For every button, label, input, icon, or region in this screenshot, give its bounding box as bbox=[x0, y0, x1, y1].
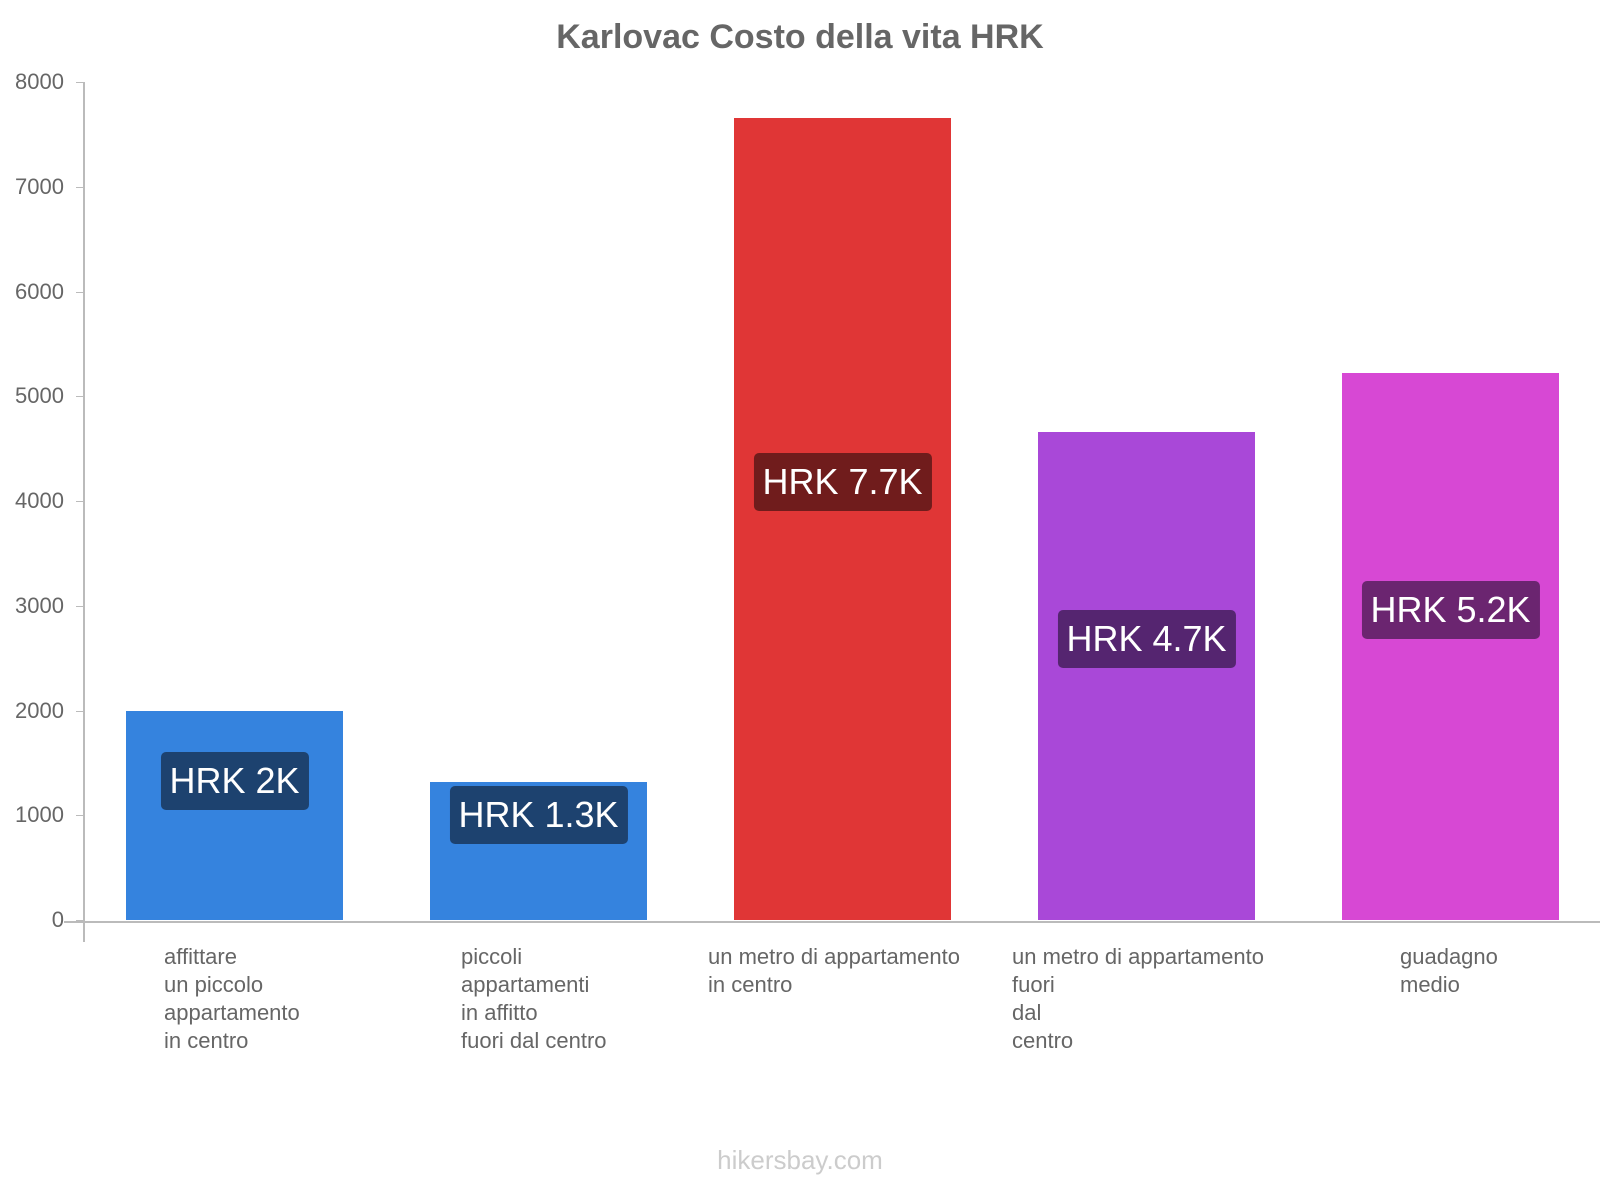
y-tick-label: 8000 bbox=[15, 69, 64, 94]
y-tick-label: 1000 bbox=[15, 802, 64, 828]
y-tick-mark bbox=[76, 82, 84, 83]
y-tick-mark bbox=[76, 291, 84, 293]
x-axis-line bbox=[64, 921, 1600, 923]
x-category-label: un metro di appartamento fuori dal centr… bbox=[1012, 944, 1264, 1053]
bar[interactable] bbox=[734, 117, 951, 920]
x-category-label: guadagno medio bbox=[1400, 944, 1498, 997]
bar-value-label: HRK 7.7K bbox=[753, 453, 932, 511]
y-tick-mark bbox=[76, 501, 84, 502]
y-tick-mark bbox=[76, 710, 84, 712]
y-tick-label: 2000 bbox=[15, 697, 64, 723]
bar-value-label: HRK 1.3K bbox=[449, 786, 628, 844]
bar[interactable] bbox=[1038, 432, 1255, 920]
bar-value-label: HRK 2K bbox=[160, 752, 309, 810]
y-tick-label: 6000 bbox=[15, 278, 64, 304]
y-tick-mark bbox=[76, 815, 84, 817]
y-axis-line bbox=[83, 82, 85, 942]
y-tick-label: 0 bbox=[51, 907, 64, 932]
x-category-label: affittare un piccolo appartamento in cen… bbox=[164, 944, 300, 1053]
y-tick-label: 4000 bbox=[15, 488, 64, 513]
chart-title: Karlovac Costo della vita HRK bbox=[556, 18, 1044, 56]
y-tick-mark bbox=[76, 920, 84, 921]
y-tick-mark bbox=[76, 605, 84, 607]
bar[interactable] bbox=[1342, 372, 1559, 920]
bar[interactable] bbox=[126, 711, 343, 920]
y-tick-mark bbox=[76, 186, 84, 188]
footer-watermark: hikersbay.com bbox=[717, 1145, 883, 1175]
bar-value-label: HRK 4.7K bbox=[1057, 610, 1236, 668]
y-tick-mark bbox=[76, 396, 84, 398]
y-tick-label: 5000 bbox=[15, 383, 64, 409]
y-tick-label: 3000 bbox=[15, 592, 64, 618]
bar-value-label: HRK 5.2K bbox=[1361, 581, 1540, 639]
x-category-label: un metro di appartamento in centro bbox=[708, 944, 960, 997]
y-tick-label: 7000 bbox=[15, 173, 64, 199]
x-category-label: piccoli appartamenti in affitto fuori da… bbox=[461, 944, 607, 1053]
